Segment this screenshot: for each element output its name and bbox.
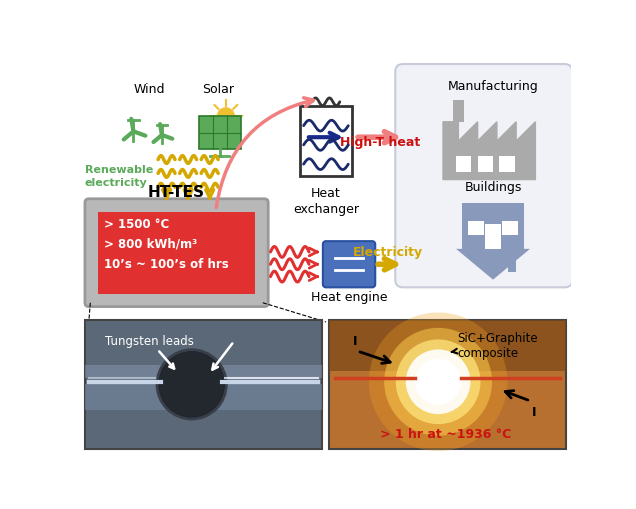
Circle shape <box>396 340 480 425</box>
Text: I: I <box>353 334 357 348</box>
FancyArrowPatch shape <box>216 99 314 208</box>
Circle shape <box>160 352 224 417</box>
Text: Heat
exchanger: Heat exchanger <box>293 187 359 216</box>
Bar <box>499 157 515 173</box>
Circle shape <box>369 313 508 451</box>
Circle shape <box>218 109 234 126</box>
FancyBboxPatch shape <box>395 65 572 288</box>
Text: Buildings: Buildings <box>464 180 522 193</box>
Circle shape <box>157 350 226 419</box>
Text: > 1 hr at ~1936 °C: > 1 hr at ~1936 °C <box>380 427 511 440</box>
Circle shape <box>384 328 492 436</box>
Polygon shape <box>443 123 536 180</box>
FancyBboxPatch shape <box>85 200 268 307</box>
Bar <box>453 101 464 123</box>
Text: I: I <box>532 405 537 418</box>
Bar <box>300 107 352 176</box>
Bar <box>502 222 518 236</box>
Bar <box>85 320 322 449</box>
Text: Manufacturing: Manufacturing <box>448 80 539 93</box>
Text: > 1500 °C
> 800 kWh/m³
10’s ~ 100’s of hrs: > 1500 °C > 800 kWh/m³ 10’s ~ 100’s of h… <box>104 217 229 270</box>
Polygon shape <box>456 249 530 280</box>
Circle shape <box>415 359 461 405</box>
FancyBboxPatch shape <box>323 242 375 288</box>
Bar <box>85 365 322 378</box>
Bar <box>468 222 484 236</box>
Bar <box>478 157 493 173</box>
Text: Tungsten leads: Tungsten leads <box>105 334 194 369</box>
Circle shape <box>132 131 135 133</box>
Text: Wind: Wind <box>133 82 165 96</box>
Bar <box>485 225 501 249</box>
Bar <box>98 212 255 294</box>
Bar <box>456 157 471 173</box>
Bar <box>85 385 322 410</box>
Text: SiC+Graphite
composite: SiC+Graphite composite <box>452 331 538 359</box>
Text: Electricity: Electricity <box>352 246 422 259</box>
Circle shape <box>406 350 471 414</box>
Text: HT-TES: HT-TES <box>148 184 205 200</box>
Text: Solar: Solar <box>202 82 234 96</box>
Text: Renewable
electricity: Renewable electricity <box>85 165 153 188</box>
Bar <box>198 117 241 150</box>
Bar <box>329 320 566 372</box>
Bar <box>329 320 566 449</box>
Circle shape <box>161 134 163 137</box>
Bar <box>462 203 524 249</box>
Text: High-T heat: High-T heat <box>340 136 421 149</box>
Bar <box>508 256 516 272</box>
Text: Heat engine: Heat engine <box>311 291 387 304</box>
